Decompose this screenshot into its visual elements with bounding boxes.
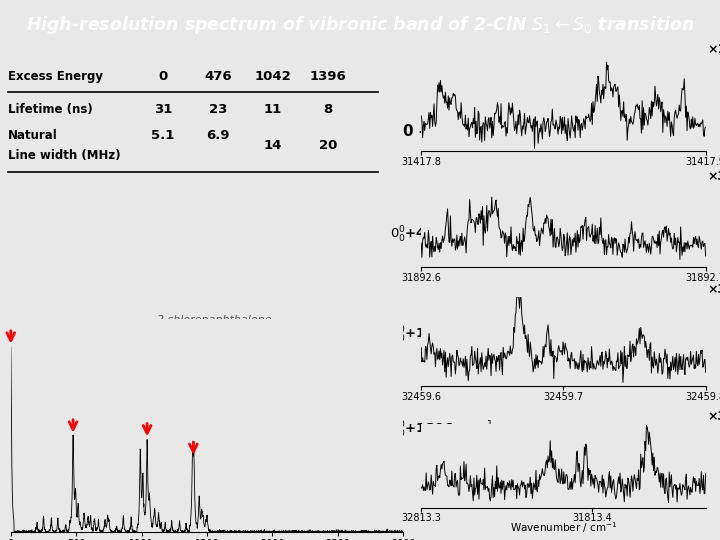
Text: ×3.5: ×3.5 — [707, 170, 720, 183]
Text: 11: 11 — [264, 103, 282, 116]
Text: $0_0^0$+1396 cm$^{-1}$: $0_0^0$+1396 cm$^{-1}$ — [390, 420, 494, 440]
Text: 31: 31 — [154, 103, 172, 116]
Text: ×1: ×1 — [707, 43, 720, 56]
Text: ×3.5: ×3.5 — [707, 283, 720, 296]
Text: 6.9: 6.9 — [206, 129, 230, 142]
Text: Natural: Natural — [8, 129, 58, 142]
Text: 5.1: 5.1 — [151, 129, 175, 142]
Text: $0_0^0$+1042 cm$^{-1}$: $0_0^0$+1042 cm$^{-1}$ — [390, 325, 494, 345]
Text: ×1: ×1 — [679, 70, 700, 84]
Text: 0: 0 — [158, 70, 168, 83]
Text: $0_0^0$+476 cm$^{-1}$: $0_0^0$+476 cm$^{-1}$ — [390, 225, 485, 245]
Text: 0 – 0: 0 – 0 — [403, 124, 443, 139]
Text: ×3.5: ×3.5 — [707, 410, 720, 423]
Text: 8: 8 — [323, 103, 333, 116]
Text: Wavenumber / cm$^{-1}$: Wavenumber / cm$^{-1}$ — [510, 520, 617, 535]
Text: 1396: 1396 — [310, 70, 346, 83]
Text: 20: 20 — [319, 139, 337, 152]
Text: 14: 14 — [264, 139, 282, 152]
Text: Line width (MHz): Line width (MHz) — [8, 149, 121, 162]
Text: 476: 476 — [204, 70, 232, 83]
Text: Excess Energy: Excess Energy — [8, 70, 103, 83]
Text: Lifetime (ns): Lifetime (ns) — [8, 103, 93, 116]
Text: 23: 23 — [209, 103, 228, 116]
Text: High-resolution spectrum of vibronic band of 2-ClN $S_1\leftarrow S_0$ transitio: High-resolution spectrum of vibronic ban… — [26, 14, 694, 36]
Text: 2-chloronaphthalene: 2-chloronaphthalene — [157, 315, 273, 325]
Text: 1042: 1042 — [255, 70, 292, 83]
